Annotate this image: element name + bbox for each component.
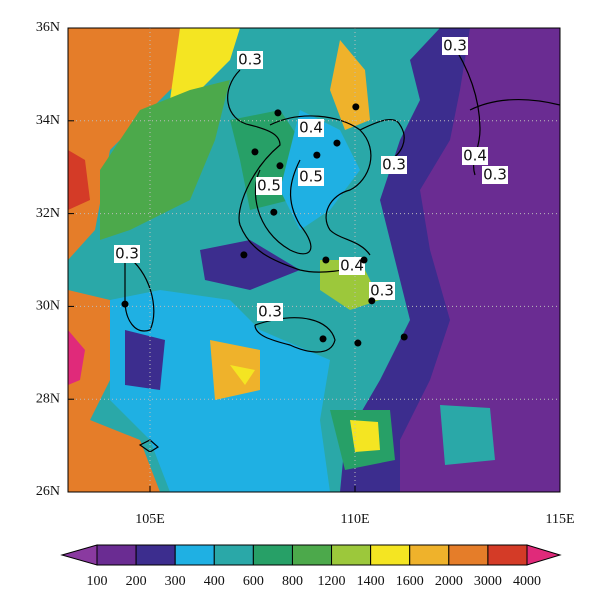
contour-label-bg: [237, 51, 263, 69]
station: [400, 333, 408, 341]
colorbar-arrow-high: [526, 544, 562, 566]
colorbar-label: 300: [165, 574, 186, 589]
contour-label-bg: [257, 303, 283, 321]
x-tick-label: 110E: [340, 512, 369, 527]
contour-label-bg: [256, 177, 282, 195]
contour-label: 0.5: [257, 177, 281, 195]
plot-frame: [67, 27, 561, 493]
colorbar-cell: [213, 544, 254, 566]
contour-label: 0.3: [115, 245, 139, 263]
station: [354, 339, 362, 347]
contour-label-bg: [298, 119, 324, 137]
colorbar-label: 3000: [474, 574, 502, 589]
x-tick-label: 105E: [135, 512, 165, 527]
colorbar-label: 400: [204, 574, 225, 589]
station: [360, 256, 368, 264]
contour-label-bg: [442, 37, 468, 55]
colorbar-cell: [291, 544, 333, 566]
y-tick-label: 32N: [36, 206, 60, 221]
contour-label-bg: [114, 245, 140, 263]
colorbar-label: 100: [87, 574, 108, 589]
contour-label-bg: [462, 147, 488, 165]
station: [251, 148, 259, 156]
colorbar-cell: [174, 544, 215, 566]
contour-label: 0.4: [340, 257, 364, 275]
station: [121, 300, 129, 308]
colorbar-cell: [331, 544, 372, 566]
contour-label: 0.3: [258, 303, 282, 321]
contour-label-bg: [339, 257, 365, 275]
overlay: 0.30.30.40.3 0.40.30.5 0.50.30.40.30.3: [68, 28, 560, 492]
contour-label: 0.5: [299, 168, 323, 186]
station: [240, 251, 248, 259]
colorbar-cell: [96, 544, 137, 566]
contour-label: 0.3: [238, 51, 262, 69]
contour-label: 0.3: [370, 282, 394, 300]
contour-lines: [124, 39, 560, 453]
y-tick-label: 34N: [36, 113, 60, 128]
y-tick-label: 28N: [36, 391, 60, 406]
colorbar-cell: [135, 544, 176, 566]
contour-label: 0.4: [299, 119, 323, 137]
colorbar-label: 1200: [318, 574, 346, 589]
contour-label: 0.3: [483, 166, 507, 184]
y-tick-label: 36N: [36, 20, 60, 35]
colorbar-label: 1400: [357, 574, 385, 589]
colorbar-label: 2000: [435, 574, 463, 589]
colorbar-arrow-low: [60, 544, 98, 566]
contour-label-bg: [369, 282, 395, 300]
colorbar-label: 600: [243, 574, 264, 589]
station: [313, 151, 321, 159]
colorbar-label: 1600: [396, 574, 424, 589]
colorbar-cell: [409, 544, 450, 566]
contour-label: 0.3: [382, 156, 406, 174]
colorbar-label: 200: [126, 574, 147, 589]
contour-label-bg: [482, 166, 508, 184]
station: [276, 162, 284, 170]
contour-label: 0.3: [443, 37, 467, 55]
station: [319, 335, 327, 343]
x-tick-label: 115E: [545, 512, 574, 527]
colorbar-cell: [370, 544, 411, 566]
station: [322, 256, 330, 264]
colorbar-label: 800: [282, 574, 303, 589]
station: [368, 297, 376, 305]
station: [274, 109, 282, 117]
colorbar-label: 4000: [513, 574, 541, 589]
filled-field: [68, 28, 560, 492]
station: [333, 139, 341, 147]
y-tick-label: 30N: [36, 299, 60, 314]
station: [352, 103, 360, 111]
colorbar-cell: [448, 544, 489, 566]
station: [270, 208, 278, 216]
colorbar-cell: [252, 544, 293, 566]
y-tick-label: 26N: [36, 484, 60, 499]
colorbar-cell: [487, 544, 528, 566]
contour-label-bg: [298, 168, 324, 186]
contour-label-bg: [381, 156, 407, 174]
contour-label: 0.4: [463, 147, 487, 165]
